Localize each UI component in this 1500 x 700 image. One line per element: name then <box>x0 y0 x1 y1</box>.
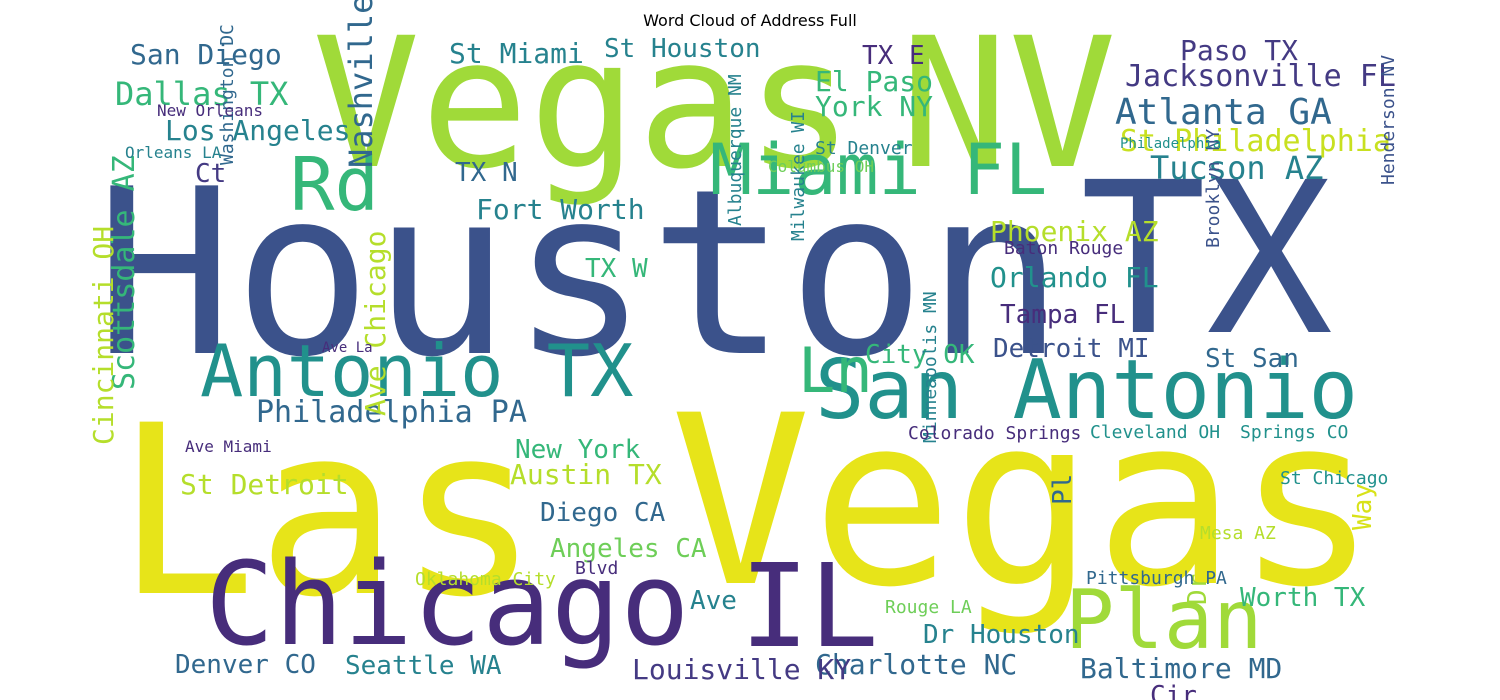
word-san-antonio: San Antonio <box>815 343 1359 438</box>
word-st-miami: St Miami <box>449 37 584 70</box>
word-detroit-mi: Detroit MI <box>993 334 1150 364</box>
word-baltimore-md: Baltimore MD <box>1080 652 1283 685</box>
word-fort-worth: Fort Worth <box>476 193 645 226</box>
word-houston: Houston <box>95 141 1065 408</box>
word-orleans-la: Orleans LA <box>125 143 222 162</box>
word-austin-tx: Austin TX <box>510 458 662 491</box>
word-tampa-fl: Tampa FL <box>1000 300 1126 330</box>
word-las: Las <box>115 376 540 649</box>
word-nv: NV <box>900 0 1117 209</box>
word-ave-la: Ave La <box>322 340 373 356</box>
word-ct: Ct <box>195 159 227 189</box>
word-colorado-springs: Colorado Springs <box>908 423 1082 444</box>
word-st-philadelphia: St Philadelphia <box>1120 124 1391 159</box>
word-dallas-tx: Dallas TX <box>115 75 289 113</box>
word-albuquerque-nm: Albuquerque NM <box>725 74 746 226</box>
word-pittsburgh-pa: Pittsburgh PA <box>1086 568 1227 589</box>
word-san-diego: San Diego <box>130 38 282 71</box>
word-plan: Plan <box>1065 573 1263 668</box>
word-cincinnati-oh: Cincinnati OH <box>87 225 120 445</box>
word-ave-miami: Ave Miami <box>185 437 272 456</box>
word-philadelphia-pa: Philadelphia PA <box>256 395 527 430</box>
word-louisville-ky: Louisville KY <box>632 653 852 686</box>
word-oklahoma-city: Oklahoma City <box>415 569 556 590</box>
word-tx-e: TX E <box>862 41 925 71</box>
word-angeles-ca: Angeles CA <box>550 534 707 564</box>
word-orlando-fl: Orlando FL <box>990 261 1159 294</box>
word-st-san: St San <box>1205 344 1299 374</box>
chart-title: Word Cloud of Address Full <box>643 11 857 30</box>
word-ave-chicago: Ave Chicago <box>359 230 392 416</box>
word-st-chicago: St Chicago <box>1280 468 1389 489</box>
word-chicago: Chicago <box>205 538 690 672</box>
word-york-ny: York NY <box>815 90 934 123</box>
word-blvd: Blvd <box>575 558 619 579</box>
word-columbus-oh: Columbus OH <box>768 157 874 176</box>
word-rd: Rd <box>290 142 380 228</box>
word-new-orleans: New Orleans <box>157 101 263 120</box>
word-tx-w: TX W <box>585 254 648 284</box>
word-philadelphia: Philadelphia <box>1120 136 1222 152</box>
word-new-york: New York <box>515 435 641 465</box>
word-st-houston: St Houston <box>604 34 761 64</box>
word-charlotte-nc: Charlotte NC <box>815 648 1018 681</box>
word-ln: Ln <box>798 334 873 407</box>
word-dr-houston: Dr Houston <box>923 620 1080 650</box>
word-vegas: Vegas <box>670 366 1378 639</box>
word-vegas: Vegas <box>312 0 854 209</box>
word-st-detroit: St Detroit <box>180 468 349 501</box>
word-tucson-az: Tucson AZ <box>1150 149 1324 187</box>
word-pl: Pl <box>1048 473 1078 505</box>
word-way: Way <box>1348 483 1378 530</box>
word-los-angeles: Los Angeles <box>165 114 351 147</box>
word-mesa-az: Mesa AZ <box>1200 523 1276 544</box>
word-washington-dc: Washington DC <box>217 24 238 165</box>
word-antonio-tx: Antonio TX <box>200 329 634 413</box>
word-denver-co: Denver CO <box>175 650 316 680</box>
word-il: IL <box>740 540 879 674</box>
word-diego-ca: Diego CA <box>540 498 666 528</box>
word-tx: TX <box>1080 137 1333 382</box>
word-ave: Ave <box>690 586 737 616</box>
word-el-paso: El Paso <box>815 65 934 98</box>
word-minneapolis-mn: Minneapolis MN <box>920 291 941 443</box>
word-atlanta-ga: Atlanta GA <box>1115 92 1332 133</box>
word-city-ok: City OK <box>865 340 975 370</box>
word-jacksonville-fl: Jacksonville FL <box>1125 59 1396 94</box>
word-springs-co: Springs CO <box>1240 422 1349 443</box>
word-henderson-nv: Henderson NV <box>1378 54 1399 185</box>
word-paso-tx: Paso TX <box>1180 34 1299 67</box>
word-phoenix-az: Phoenix AZ <box>990 215 1159 248</box>
word-baton-rouge: Baton Rouge <box>1004 238 1124 259</box>
word-cir: Cir <box>1150 681 1197 700</box>
word-rouge-la: Rouge LA <box>885 597 972 618</box>
word-tx-n: TX N <box>455 158 518 188</box>
word-st-denver: St Denver <box>815 138 913 159</box>
word-cleveland-oh: Cleveland OH <box>1090 422 1221 443</box>
word-miami-fl: Miami FL <box>710 129 1048 211</box>
word-seattle-wa: Seattle WA <box>345 651 502 681</box>
word-worth-tx: Worth TX <box>1240 583 1366 613</box>
